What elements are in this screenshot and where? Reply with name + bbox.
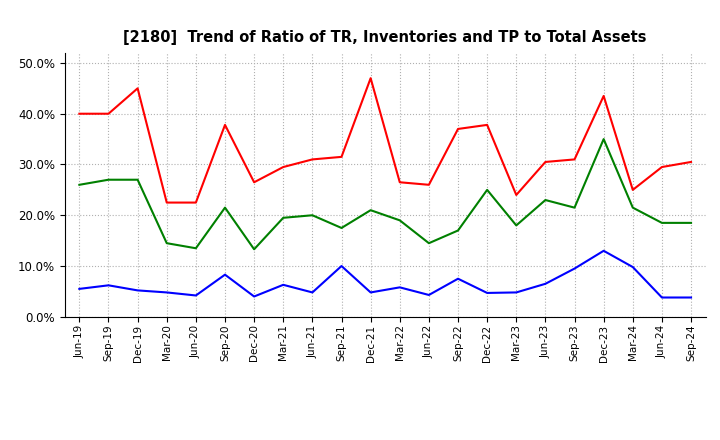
Trade Receivables xyxy=(425,182,433,187)
Trade Receivables xyxy=(657,165,666,170)
Trade Receivables xyxy=(220,122,229,128)
Trade Payables xyxy=(279,215,287,220)
Inventories xyxy=(570,266,579,271)
Trade Payables xyxy=(366,208,375,213)
Trade Payables xyxy=(104,177,113,182)
Trade Payables xyxy=(308,213,317,218)
Inventories xyxy=(220,272,229,277)
Line: Trade Receivables: Trade Receivables xyxy=(79,78,691,202)
Trade Receivables xyxy=(395,180,404,185)
Trade Payables xyxy=(483,187,492,193)
Trade Payables xyxy=(599,136,608,142)
Trade Payables xyxy=(133,177,142,182)
Inventories xyxy=(104,282,113,288)
Trade Receivables xyxy=(541,159,550,165)
Inventories xyxy=(308,290,317,295)
Inventories xyxy=(75,286,84,292)
Inventories xyxy=(163,290,171,295)
Inventories xyxy=(657,295,666,300)
Trade Receivables xyxy=(192,200,200,205)
Trade Receivables xyxy=(104,111,113,116)
Trade Payables xyxy=(220,205,229,210)
Trade Receivables xyxy=(629,187,637,193)
Inventories xyxy=(279,282,287,287)
Trade Payables xyxy=(425,241,433,246)
Trade Receivables xyxy=(308,157,317,162)
Trade Receivables xyxy=(163,200,171,205)
Trade Payables xyxy=(629,205,637,210)
Trade Payables xyxy=(337,225,346,231)
Inventories xyxy=(687,295,696,300)
Inventories xyxy=(454,276,462,281)
Trade Payables xyxy=(687,220,696,226)
Trade Payables xyxy=(250,247,258,252)
Inventories xyxy=(483,290,492,296)
Trade Receivables xyxy=(483,122,492,128)
Trade Receivables xyxy=(279,165,287,170)
Trade Payables xyxy=(541,198,550,203)
Trade Receivables xyxy=(337,154,346,160)
Title: [2180]  Trend of Ratio of TR, Inventories and TP to Total Assets: [2180] Trend of Ratio of TR, Inventories… xyxy=(123,29,647,45)
Trade Payables xyxy=(570,205,579,210)
Trade Receivables xyxy=(687,159,696,165)
Inventories xyxy=(512,290,521,295)
Line: Inventories: Inventories xyxy=(79,251,691,297)
Trade Payables xyxy=(454,228,462,233)
Trade Receivables xyxy=(250,180,258,185)
Inventories xyxy=(133,288,142,293)
Inventories xyxy=(425,292,433,297)
Inventories xyxy=(541,281,550,286)
Trade Payables xyxy=(512,223,521,228)
Trade Receivables xyxy=(454,126,462,132)
Trade Payables xyxy=(163,241,171,246)
Inventories xyxy=(599,248,608,253)
Trade Receivables xyxy=(133,86,142,91)
Inventories xyxy=(192,293,200,298)
Trade Receivables xyxy=(570,157,579,162)
Trade Payables xyxy=(192,246,200,251)
Trade Receivables xyxy=(75,111,84,116)
Trade Receivables xyxy=(512,192,521,198)
Trade Receivables xyxy=(366,76,375,81)
Trade Receivables xyxy=(599,93,608,99)
Trade Payables xyxy=(75,182,84,187)
Trade Payables xyxy=(395,218,404,223)
Inventories xyxy=(629,264,637,270)
Line: Trade Payables: Trade Payables xyxy=(79,139,691,249)
Trade Payables xyxy=(657,220,666,226)
Inventories xyxy=(250,294,258,299)
Inventories xyxy=(395,285,404,290)
Inventories xyxy=(337,264,346,269)
Inventories xyxy=(366,290,375,295)
